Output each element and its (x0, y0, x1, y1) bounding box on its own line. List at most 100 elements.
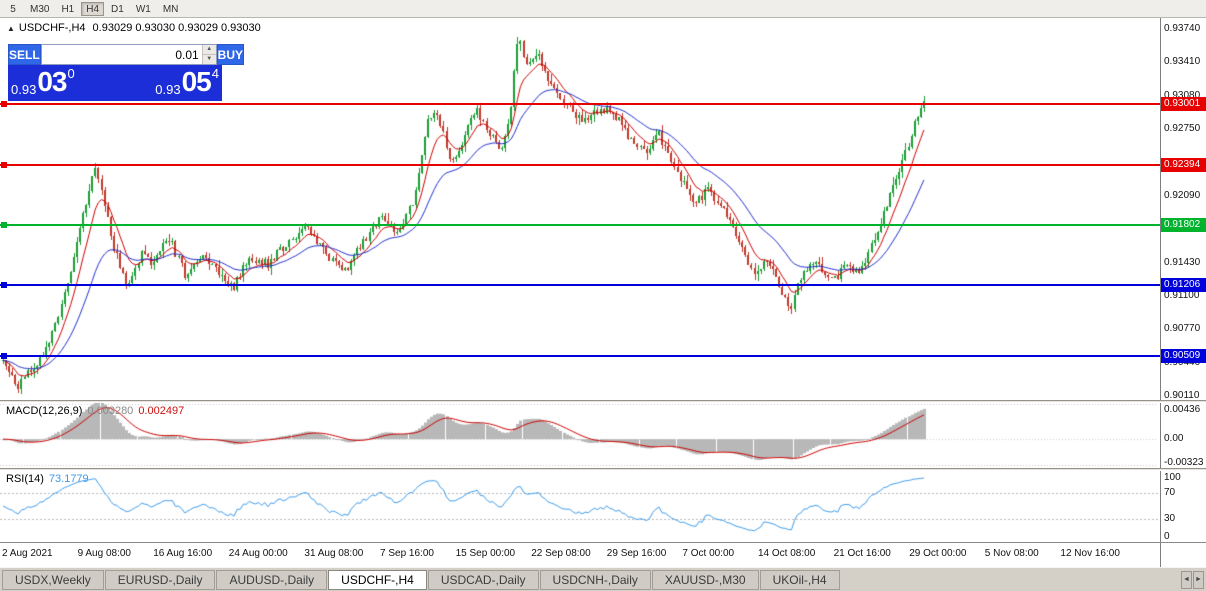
price-level-badge: 0.93001 (1161, 96, 1206, 111)
time-axis-label: 2 Aug 2021 (2, 548, 53, 559)
horizontal-level-line[interactable] (0, 102, 1160, 105)
bid-price-major: 0.93 (11, 82, 37, 97)
rsi-value: 73.1779 (48, 473, 89, 485)
lot-increase-button[interactable]: ▲ (202, 45, 216, 54)
time-axis-label: 24 Aug 00:00 (228, 548, 288, 559)
chart-tab-list: USDX,Weekly EURUSD-,Daily AUDUSD-,Daily USD… (2, 570, 840, 590)
macd-main-value: 0.003280 (87, 405, 134, 417)
time-axis-separator (0, 542, 1206, 543)
price-level-badge: 0.91206 (1161, 278, 1206, 293)
macd-label: MACD(12,26,9) 0.003280 0.002497 (6, 405, 184, 417)
rsi-axis-label: 100 (1164, 472, 1181, 483)
level-line-handle[interactable] (1, 282, 7, 289)
lot-decrease-button[interactable]: ▼ (202, 54, 216, 64)
ask-price[interactable]: 0.93 05 4 (115, 65, 222, 101)
timeframe-button-mn[interactable]: MN (162, 3, 179, 15)
bid-price-point: 0 (67, 66, 75, 81)
time-axis-label: 31 Aug 08:00 (304, 548, 364, 559)
level-line-handle[interactable] (1, 352, 7, 359)
horizontal-level-line[interactable] (0, 354, 1160, 357)
time-axis-label: 7 Sep 16:00 (380, 548, 434, 559)
rsi-indicator-canvas[interactable] (0, 471, 1158, 542)
time-axis-label: 14 Oct 08:00 (758, 548, 816, 559)
chart-window: 0.937400.934100.930800.927500.924200.920… (0, 18, 1206, 567)
price-axis-tick: 0.91100 (1164, 289, 1200, 301)
timeframe-toolbar: 5 M30 H1 H4 D1 W1 MN (0, 0, 1206, 18)
time-axis-label: 9 Aug 08:00 (77, 548, 131, 559)
one-click-collapse-icon[interactable]: ▲ (7, 24, 15, 33)
price-axis-tick: 0.93740 (1164, 23, 1201, 35)
panel-splitter[interactable] (0, 468, 1206, 471)
chart-tab-usdchf-h4[interactable]: USDCHF-,H4 (328, 570, 427, 590)
one-click-top-row: SELL ▲ ▼ BUY (8, 44, 245, 65)
chevron-right-icon: ► (1195, 576, 1202, 583)
timeframe-button-h1[interactable]: H1 (61, 3, 75, 15)
chart-tab-eurusd-daily[interactable]: EURUSD-,Daily (104, 570, 216, 590)
time-axis[interactable]: 2 Aug 2021 9 Aug 08:00 16 Aug 16:00 24 Aug … (0, 544, 1160, 567)
chart-tab-audusd-daily[interactable]: AUDUSD-,Daily (216, 570, 328, 590)
time-axis-label: 21 Oct 16:00 (833, 548, 891, 559)
rsi-axis-label: 70 (1164, 487, 1176, 499)
timeframe-button-d1[interactable]: D1 (111, 3, 124, 15)
price-axis-tick: 0.92750 (1164, 123, 1201, 135)
price-axis-tick: 0.92090 (1164, 189, 1201, 201)
macd-name: MACD(12,26,9) (6, 405, 83, 417)
chart-tab-usdcnh-daily[interactable]: USDCNH-,Daily (539, 570, 651, 590)
time-axis-label: 29 Sep 16:00 (606, 548, 667, 559)
time-axis-label: 5 Nov 08:00 (984, 548, 1039, 559)
chart-tab-usdx-weekly[interactable]: USDX,Weekly (2, 570, 104, 590)
time-axis-label: 12 Nov 16:00 (1060, 548, 1120, 559)
price-axis-tick: 0.90110 (1164, 389, 1200, 401)
buy-button[interactable]: BUY (216, 44, 245, 65)
lot-spinner: ▲ ▼ (201, 45, 216, 64)
level-line-handle[interactable] (1, 221, 7, 228)
price-level-badge: 0.92394 (1161, 158, 1206, 173)
price-level-badge: 0.91802 (1161, 217, 1206, 232)
time-axis-label: 16 Aug 16:00 (153, 548, 213, 559)
macd-indicator-canvas[interactable] (0, 403, 1158, 468)
price-axis-tick: 0.93410 (1164, 56, 1201, 68)
price-axis-tick: 0.93080 (1164, 89, 1201, 101)
time-axis-label: 22 Sep 08:00 (531, 548, 591, 559)
chart-tab-xauusd-m30[interactable]: XAUUSD-,M30 (651, 570, 759, 590)
chart-tab-ukoil-h4[interactable]: UKOil-,H4 (759, 570, 840, 590)
timeframe-button-h4[interactable]: H4 (81, 1, 105, 16)
lot-size-field: ▲ ▼ (40, 44, 217, 65)
macd-axis-label: -0.00323 (1164, 457, 1204, 468)
rsi-label: RSI(14) 73.1779 (6, 473, 89, 485)
horizontal-level-line[interactable] (0, 223, 1160, 226)
chevron-left-icon: ◄ (1183, 576, 1190, 583)
tab-scroll-left-button[interactable]: ◄ (1181, 571, 1192, 589)
time-axis-label: 15 Sep 00:00 (455, 548, 516, 559)
rsi-name: RSI(14) (6, 473, 44, 485)
horizontal-level-line[interactable] (0, 164, 1160, 167)
one-click-trading-panel: SELL ▲ ▼ BUY 0.93 03 0 0.93 05 4 (8, 44, 245, 101)
price-axis-tick: 0.90770 (1164, 323, 1201, 335)
price-axis-tick: 0.91430 (1164, 256, 1201, 268)
rsi-axis-label: 0 (1164, 531, 1170, 542)
one-click-quote-row: 0.93 03 0 0.93 05 4 (8, 65, 222, 101)
chart-tab-bar: USDX,Weekly EURUSD-,Daily AUDUSD-,Daily USD… (0, 567, 1206, 591)
price-level-badge: 0.90509 (1161, 348, 1206, 363)
timeframe-button-m30[interactable]: M30 (30, 3, 50, 15)
time-axis-label: 29 Oct 00:00 (909, 548, 967, 559)
ask-price-point: 4 (211, 66, 219, 81)
bid-price[interactable]: 0.93 03 0 (8, 65, 115, 101)
bid-price-pips: 03 (37, 66, 67, 97)
horizontal-level-line[interactable] (0, 284, 1160, 287)
ask-price-major: 0.93 (155, 82, 181, 97)
timeframe-button-w1[interactable]: W1 (135, 3, 151, 15)
tab-scroll-right-button[interactable]: ► (1193, 571, 1204, 589)
level-line-handle[interactable] (1, 162, 7, 169)
panel-splitter[interactable] (0, 400, 1206, 403)
rsi-axis-label: 30 (1164, 512, 1176, 524)
timeframe-button-5[interactable]: 5 (10, 3, 16, 15)
lot-size-input[interactable] (41, 45, 202, 64)
sell-button[interactable]: SELL (8, 44, 41, 65)
chart-objects-overlay (0, 18, 1160, 400)
price-axis[interactable]: 0.937400.934100.930800.927500.924200.920… (1160, 18, 1206, 567)
chart-tab-usdcad-daily[interactable]: USDCAD-,Daily (427, 570, 539, 590)
level-line-handle[interactable] (1, 100, 7, 107)
chart-header: ▲ USDCHF-,H4 0.93029 0.93030 0.93029 0.930… (7, 22, 261, 34)
